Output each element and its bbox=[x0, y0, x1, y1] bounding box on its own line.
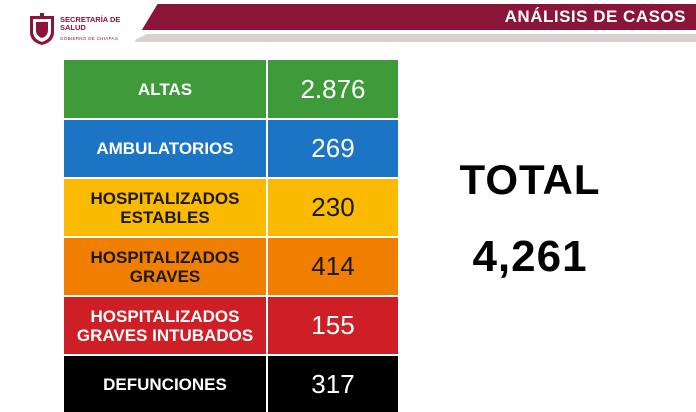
table-row-hospitalizados-graves-intubados: HOSPITALIZADOS GRAVES INTUBADOS 155 bbox=[64, 297, 398, 356]
org-subtitle: GOBIERNO DE CHIAPAS bbox=[60, 36, 119, 41]
row-value: 269 bbox=[311, 133, 355, 163]
row-value: 155 bbox=[311, 310, 355, 340]
row-label: AMBULATORIOS bbox=[64, 120, 268, 177]
row-value: 414 bbox=[311, 251, 355, 281]
total-value: 4,261 bbox=[472, 232, 588, 281]
coat-of-arms-icon bbox=[30, 13, 54, 45]
table-row-altas: ALTAS 2.876 bbox=[64, 60, 398, 120]
row-value: 2.876 bbox=[300, 73, 366, 104]
table-row-hospitalizados-graves: HOSPITALIZADOS GRAVES 414 bbox=[64, 238, 398, 297]
row-label: HOSPITALIZADOS ESTABLES bbox=[64, 179, 268, 236]
page-title: ANÁLISIS DE CASOS bbox=[504, 7, 686, 26]
row-label: HOSPITALIZADOS GRAVES INTUBADOS bbox=[64, 297, 268, 354]
row-value: 317 bbox=[311, 368, 355, 399]
table-row-hospitalizados-estables: HOSPITALIZADOS ESTABLES 230 bbox=[64, 179, 398, 238]
org-name: SECRETARÍA DE SALUD bbox=[60, 15, 121, 32]
row-label: HOSPITALIZADOS GRAVES bbox=[64, 238, 268, 295]
header-sub-band bbox=[130, 34, 696, 42]
row-label: DEFUNCIONES bbox=[64, 356, 268, 412]
total-label: TOTAL bbox=[459, 156, 601, 203]
cases-table: ALTAS 2.876 AMBULATORIOS 269 HOSPITALIZA… bbox=[64, 60, 398, 412]
table-row-ambulatorios: AMBULATORIOS 269 bbox=[64, 120, 398, 179]
row-label: ALTAS bbox=[64, 60, 268, 118]
header-banner: SECRETARÍA DE SALUD GOBIERNO DE CHIAPAS … bbox=[0, 0, 696, 58]
table-row-defunciones: DEFUNCIONES 317 bbox=[64, 356, 398, 412]
row-value: 230 bbox=[311, 192, 355, 222]
